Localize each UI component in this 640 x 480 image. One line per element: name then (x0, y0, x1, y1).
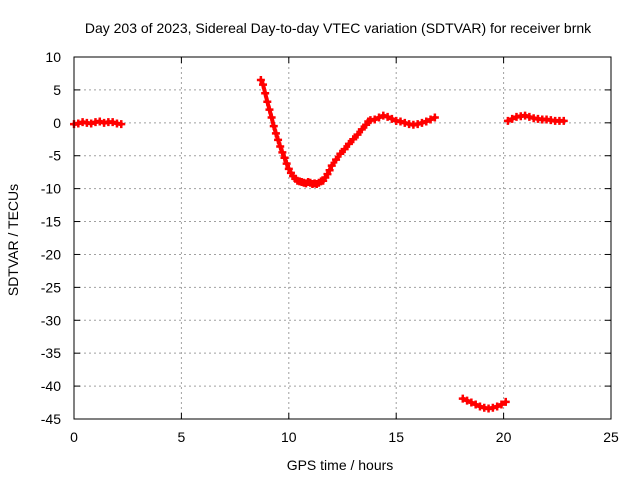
data-point (430, 113, 439, 122)
y-tick-label: 0 (53, 115, 61, 131)
series-4 (503, 111, 568, 125)
series-3 (458, 394, 510, 413)
y-tick-label: 5 (53, 82, 61, 98)
x-tick-label: 0 (70, 429, 78, 445)
x-tick-label: 10 (281, 429, 297, 445)
y-tick-label: -45 (41, 411, 61, 427)
x-tick-label: 15 (388, 429, 404, 445)
y-tick-label: -30 (41, 312, 61, 328)
y-tick-label: -20 (41, 246, 61, 262)
axis-ticks: 0 5 10 15 20 25 10 5 0 -5 -10 -15 -20 -25 -30 -35 -40 -45 (41, 49, 619, 445)
data-point (559, 116, 568, 125)
series-2 (256, 76, 439, 189)
x-tick-label: 20 (496, 429, 512, 445)
y-tick-label: -40 (41, 378, 61, 394)
y-tick-label: -5 (49, 148, 62, 164)
y-axis-label: SDTVAR / TECUs (5, 184, 21, 296)
x-tick-label: 25 (603, 429, 619, 445)
data-point (501, 397, 510, 406)
y-tick-label: -25 (41, 279, 61, 295)
y-tick-label: -10 (41, 181, 61, 197)
y-tick-label: 10 (45, 49, 61, 65)
y-tick-label: -35 (41, 345, 61, 361)
x-tick-label: 5 (178, 429, 186, 445)
series-1 (70, 117, 126, 129)
data-point (117, 120, 126, 129)
chart-title: Day 203 of 2023, Sidereal Day-to-day VTE… (85, 20, 592, 36)
plot-frame (73, 56, 612, 420)
grid (74, 57, 611, 419)
y-tick-label: -15 (41, 214, 61, 230)
data-points (70, 76, 568, 413)
x-axis-label: GPS time / hours (287, 457, 394, 473)
